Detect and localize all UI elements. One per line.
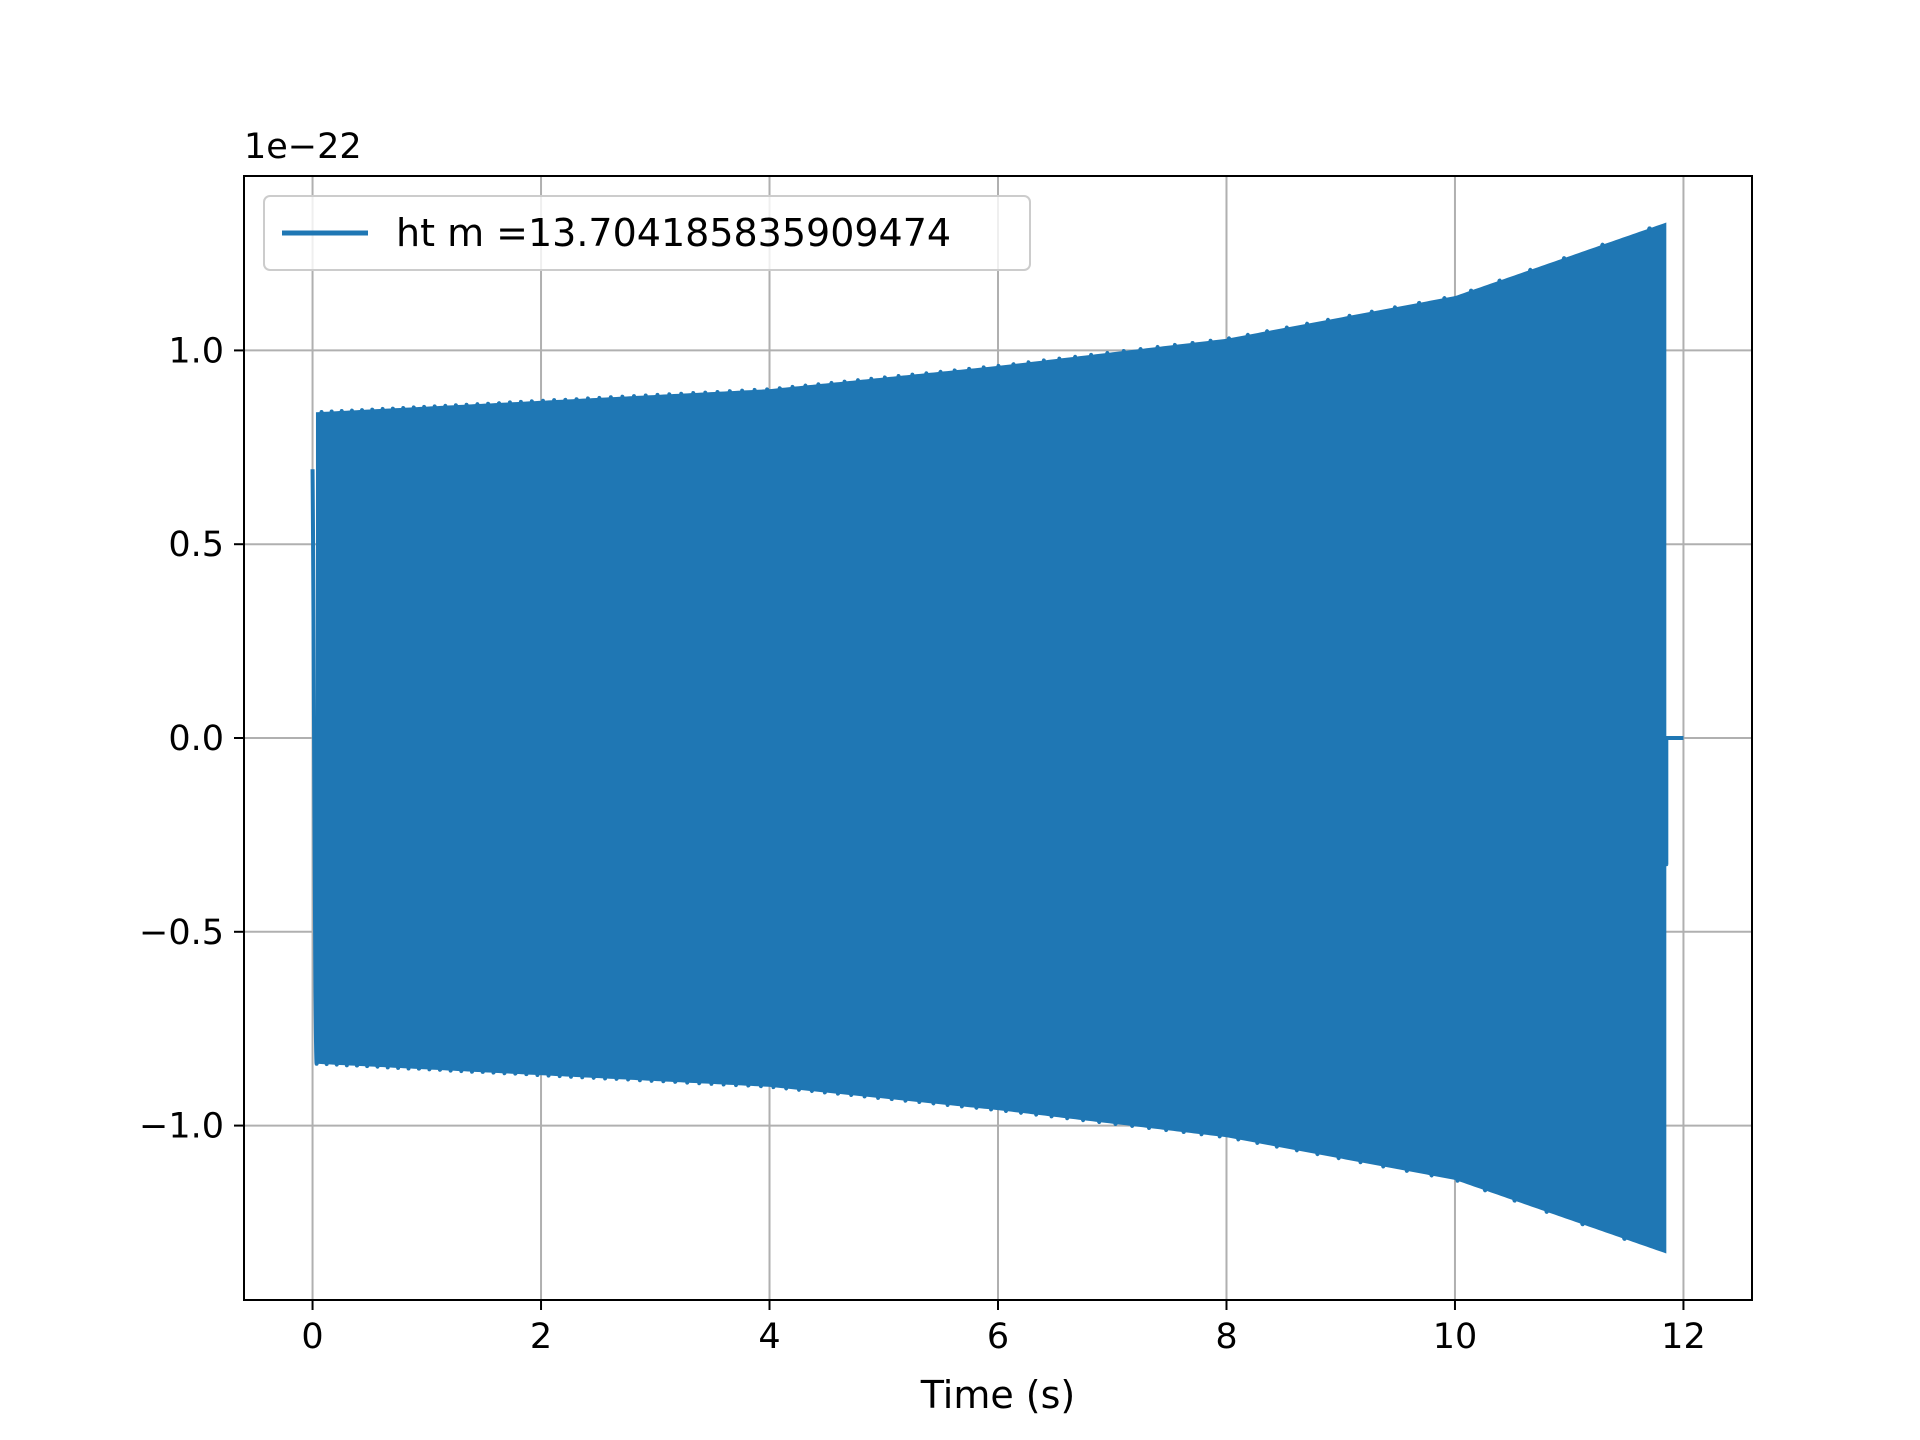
x-tick-label: 0 [301,1317,323,1357]
x-axis: 0 2 4 6 8 10 12 [301,1300,1706,1357]
x-tick-label: 12 [1661,1317,1706,1357]
x-tick-label: 8 [1215,1317,1237,1357]
x-tick-label: 10 [1433,1317,1478,1357]
y-offset-label: 1e−22 [244,127,362,167]
y-tick-label: 1.0 [168,331,224,371]
x-axis-label: Time (s) [920,1373,1076,1417]
plot-area [310,222,1684,1254]
y-tick-label: −0.5 [139,913,224,953]
x-tick-label: 2 [530,1317,552,1357]
legend-label: ht m =13.704185835909474 [396,211,951,255]
y-axis: −1.0 −0.5 0.0 0.5 1.0 [139,331,244,1147]
series-envelope [315,222,1667,1254]
y-tick-label: −1.0 [139,1107,224,1147]
legend-box [263,195,1031,271]
y-tick-label: 0.5 [168,525,224,565]
y-tick-label: 0.0 [168,719,224,759]
legend: ht m =13.704185835909474 [263,195,1031,271]
x-tick-label: 6 [987,1317,1009,1357]
x-tick-label: 4 [758,1317,780,1357]
